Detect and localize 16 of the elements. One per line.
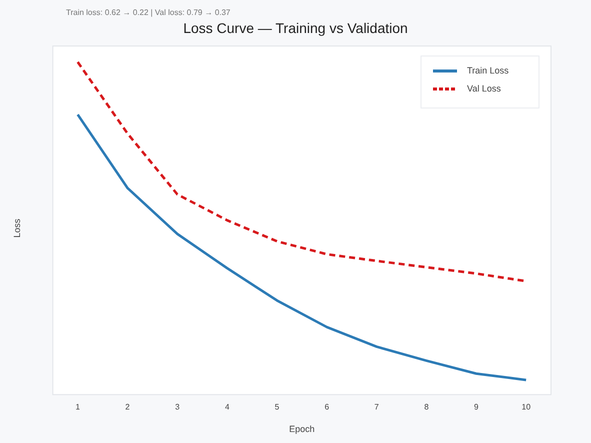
x-tick-label: 2 <box>125 402 130 412</box>
x-tick-label: 9 <box>474 402 480 412</box>
chart-title: Loss Curve — Training vs Validation <box>182 20 409 36</box>
x-tick-label: 7 <box>374 402 380 412</box>
x-tick-label: 4 <box>224 402 230 412</box>
legend-label: Train Loss <box>467 65 510 76</box>
y-axis-title: Loss <box>12 218 22 238</box>
x-tick-label: 1 <box>75 402 80 412</box>
x-tick-label: 10 <box>522 402 532 412</box>
x-tick-label: 8 <box>424 402 430 412</box>
x-tick-label: 5 <box>274 402 280 412</box>
x-tick-label: 6 <box>324 402 330 412</box>
x-axis-title: Epoch <box>289 424 315 434</box>
x-tick-label: 3 <box>175 402 180 412</box>
text: Train loss: 0.62 → 0.22 | Val loss: 0.79 → 0.37 <box>66 8 230 17</box>
legend-label: Val Loss <box>467 83 502 94</box>
